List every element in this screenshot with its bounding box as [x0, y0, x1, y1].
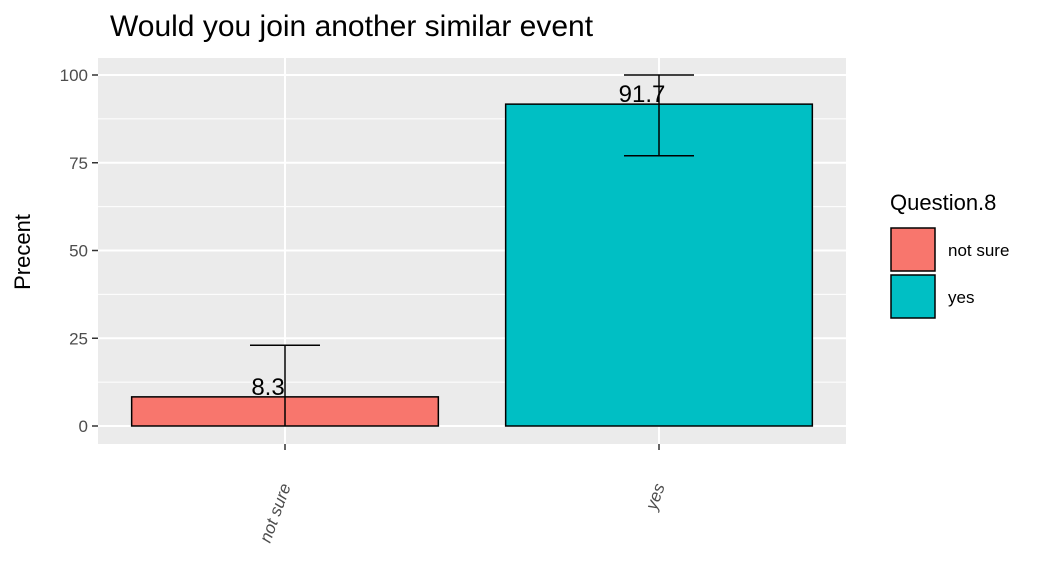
data-label: 91.7	[619, 81, 666, 108]
y-axis-title: Precent	[10, 214, 35, 290]
data-label: 8.3	[251, 374, 284, 401]
plot-area: 8.3 91.7 0 25 50 75 100 not sure yes	[60, 58, 846, 545]
legend-title: Question.8	[890, 190, 996, 215]
y-tick-label: 0	[79, 417, 88, 436]
x-axis: not sure yes	[256, 444, 669, 545]
bars	[130, 103, 814, 427]
legend-label: not sure	[948, 241, 1009, 260]
bar-yes	[504, 103, 814, 427]
chart-title: Would you join another similar event	[110, 10, 594, 43]
data-labels: 8.3 91.7	[251, 81, 665, 401]
x-tick-label: yes	[642, 480, 669, 513]
x-tick-label: not sure	[256, 481, 295, 545]
y-tick-label: 75	[69, 154, 88, 173]
legend-items: not sure yes	[890, 227, 1009, 319]
legend-key-not-sure	[890, 227, 936, 272]
y-tick-label: 100	[60, 66, 88, 85]
legend-label: yes	[948, 288, 974, 307]
legend-key-yes	[890, 274, 936, 319]
error-bars	[250, 74, 694, 426]
y-tick-label: 50	[69, 242, 88, 261]
y-tick-label: 25	[69, 329, 88, 348]
legend: Question.8 not sure yes	[890, 190, 1009, 319]
y-axis: 0 25 50 75 100	[60, 66, 98, 436]
